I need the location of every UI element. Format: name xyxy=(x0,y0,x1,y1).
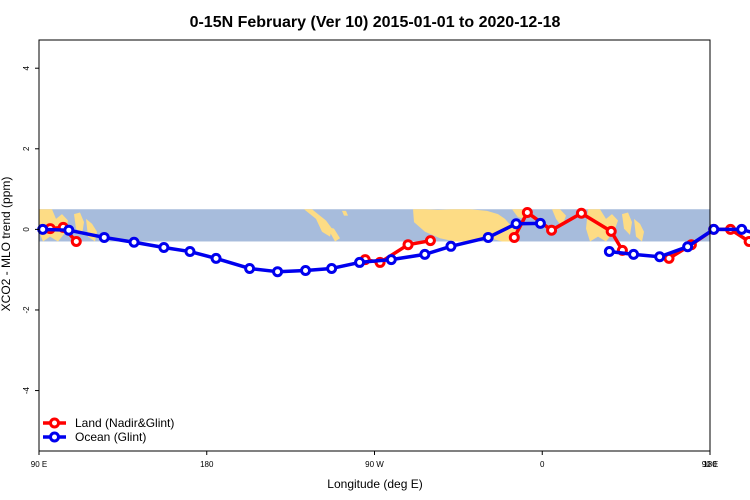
data-point xyxy=(575,207,587,219)
data-point xyxy=(682,241,694,253)
data-point xyxy=(98,231,110,243)
legend-marker xyxy=(49,417,60,429)
data-point xyxy=(354,256,366,268)
land-caribbean xyxy=(342,210,348,216)
data-point xyxy=(628,248,640,260)
land-south-america-tip xyxy=(327,226,340,242)
data-point xyxy=(385,254,397,266)
data-point xyxy=(158,242,170,254)
y-tick-label: 2 xyxy=(22,146,31,151)
data-point xyxy=(424,235,436,247)
data-point xyxy=(445,240,457,252)
land-islands-1 xyxy=(74,212,84,236)
data-point xyxy=(244,262,256,274)
y-tick-label: 4 xyxy=(22,65,31,70)
land-central-america xyxy=(304,209,332,237)
legend-label: Land (Nadir&Glint) xyxy=(75,416,174,430)
data-point xyxy=(482,231,494,243)
data-point xyxy=(546,224,558,236)
x-tick-label: 90 E xyxy=(31,460,47,469)
data-point xyxy=(63,224,75,236)
x-axis-label: Longitude (deg E) xyxy=(327,477,422,491)
data-point xyxy=(521,206,533,218)
series-line xyxy=(609,227,750,259)
land-islands-4 xyxy=(634,218,644,242)
data-point xyxy=(272,266,284,278)
data-point xyxy=(300,264,312,276)
data-point xyxy=(326,262,338,274)
y-axis: -4 -2 0 2 4 xyxy=(22,65,39,394)
plot-frame xyxy=(38,39,711,452)
data-point xyxy=(70,235,82,247)
data-point xyxy=(402,239,414,251)
legend: Land (Nadir&Glint)Ocean (Glint) xyxy=(43,416,174,444)
data-point xyxy=(184,246,196,258)
data-point xyxy=(605,225,617,237)
x-tick-label: 90 E xyxy=(702,460,718,469)
data-point xyxy=(128,236,140,248)
y-axis-label: XCO2 - MLO trend (ppm) xyxy=(0,177,13,312)
y-tick-label: -2 xyxy=(22,306,31,314)
legend-marker xyxy=(49,431,60,443)
series-ocean xyxy=(37,217,750,278)
y-tick-label: -4 xyxy=(22,386,31,394)
data-point xyxy=(510,218,522,230)
data-point xyxy=(603,246,615,258)
x-tick-label: 0 xyxy=(540,460,545,469)
x-tick-label: 180 xyxy=(703,460,717,469)
data-point xyxy=(210,252,222,264)
x-tick-label: 180 xyxy=(200,460,214,469)
x-tick-label: 90 W xyxy=(365,460,384,469)
data-point xyxy=(654,251,666,263)
y-tick-label: 0 xyxy=(22,227,31,232)
legend-label: Ocean (Glint) xyxy=(75,430,146,444)
chart-title: 0-15N February (Ver 10) 2015-01-01 to 20… xyxy=(190,14,561,31)
data-point xyxy=(419,248,431,260)
data-point xyxy=(743,235,750,247)
data-point xyxy=(508,231,520,243)
latitude-band xyxy=(39,209,710,242)
data-point xyxy=(708,223,720,235)
data-point xyxy=(37,223,49,235)
series-layer xyxy=(37,206,750,278)
data-point xyxy=(736,223,748,235)
data-point xyxy=(534,217,546,229)
land-islands-3 xyxy=(622,212,632,236)
